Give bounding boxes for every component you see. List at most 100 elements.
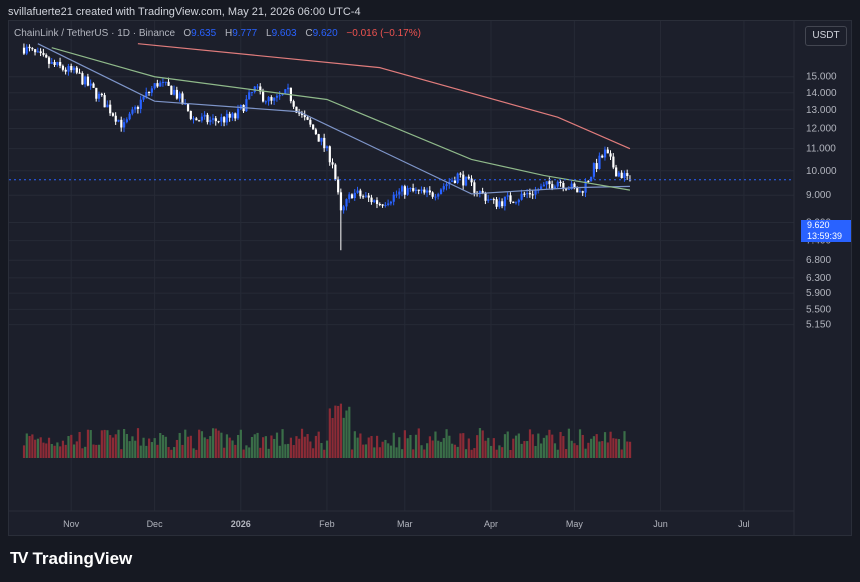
y-tick-label: 6.300 <box>806 273 831 284</box>
volume-bar <box>592 436 596 458</box>
volume-bar <box>523 441 526 458</box>
y-tick-label: 12.000 <box>806 123 837 134</box>
volume-bar <box>378 447 381 458</box>
x-tick-label: 2026 <box>231 519 251 529</box>
candle-body <box>378 203 381 205</box>
candle-body <box>420 189 423 191</box>
candle-body <box>531 194 534 196</box>
volume-bar <box>198 429 201 458</box>
volume-bar <box>289 437 292 458</box>
volume-bar <box>576 445 579 458</box>
candle-body <box>95 87 98 99</box>
candle-body <box>426 190 429 193</box>
candle-body <box>61 65 65 70</box>
volume-bar <box>398 437 401 458</box>
candle-body <box>612 156 615 168</box>
candle-body <box>209 119 212 123</box>
volume-bar <box>478 428 482 458</box>
candle-body <box>595 163 598 169</box>
volume-bar <box>167 447 170 458</box>
volume-bar <box>489 445 493 458</box>
volume-bar <box>264 436 267 458</box>
volume-bar <box>462 433 465 458</box>
volume-bar <box>217 430 220 458</box>
chart-frame[interactable]: 15.000 14.000 13.000 12.000 11.000 10.000 9.00… <box>8 20 852 536</box>
volume-bar <box>225 434 229 458</box>
candle-body <box>353 192 356 199</box>
volume-bar <box>545 435 548 458</box>
volume-bar <box>150 442 153 458</box>
volume-bar <box>567 428 570 458</box>
volume-bar <box>123 429 126 458</box>
volume-bar <box>278 445 281 458</box>
symbol-label[interactable]: ChainLink / TetherUS · 1D · Binance <box>14 28 176 39</box>
candle-body <box>236 108 240 119</box>
volume-bar <box>437 440 440 458</box>
volume-bar <box>364 444 368 458</box>
candle-body <box>387 203 390 205</box>
candle-body <box>484 193 487 201</box>
candle-body <box>325 146 329 149</box>
candle-body <box>148 92 151 94</box>
volume-bar <box>501 447 504 458</box>
volume-bar <box>389 445 393 458</box>
volume-bar <box>36 438 40 458</box>
candle-body <box>350 194 354 199</box>
candle-body <box>551 184 554 189</box>
candle-body <box>373 200 376 203</box>
candle-body <box>334 164 337 180</box>
volume-bar <box>395 447 398 458</box>
candle-body <box>392 194 395 202</box>
candle-body <box>509 195 512 202</box>
volume-bar <box>451 443 454 458</box>
volume-bar <box>551 434 554 458</box>
candle-body <box>506 195 509 197</box>
volume-bar <box>211 428 215 458</box>
volume-bar <box>25 433 28 458</box>
candle-body <box>142 96 145 100</box>
volume-bar <box>381 441 384 458</box>
volume-bar <box>548 429 551 458</box>
volume-bar <box>267 448 270 458</box>
candle-body <box>200 116 204 121</box>
quote-currency-button[interactable]: USDT <box>805 26 847 46</box>
candle-body <box>406 188 409 195</box>
candle-body <box>370 197 373 203</box>
volume-bar <box>448 435 451 458</box>
candle-body <box>303 114 306 118</box>
volume-bar <box>175 439 179 458</box>
candle-body <box>342 206 345 211</box>
volume-bar <box>531 434 534 458</box>
volume-bar <box>512 438 515 458</box>
volume-bar <box>161 435 165 458</box>
volume-bar <box>417 428 420 458</box>
candle-body <box>467 176 470 179</box>
candle-body <box>123 122 126 128</box>
candle-body <box>487 199 490 201</box>
brand-name: TradingView <box>32 549 133 568</box>
candle-body <box>309 119 312 125</box>
volume-bar <box>403 430 406 458</box>
candle-body <box>89 83 92 86</box>
candle-body <box>395 194 398 196</box>
volume-bar <box>537 433 540 458</box>
candle-body <box>111 113 115 116</box>
candle-body <box>517 199 520 203</box>
candle-body <box>592 163 596 177</box>
price-chart[interactable]: 15.000 14.000 13.000 12.000 11.000 10.000 9.00… <box>9 21 852 536</box>
candle-body <box>161 81 165 83</box>
volume-bar <box>223 447 226 458</box>
x-tick-label: Jul <box>738 519 750 529</box>
candle-body <box>259 86 262 92</box>
candle-body <box>573 183 576 188</box>
candle-body <box>512 201 515 203</box>
volume-bar <box>439 441 443 458</box>
volume-bar <box>78 431 81 458</box>
candle-body <box>100 93 103 96</box>
volume-bar <box>170 449 173 458</box>
candle-body <box>464 176 468 186</box>
volume-bar <box>587 442 590 458</box>
candle-body <box>570 183 573 190</box>
volume-bar <box>401 449 404 458</box>
volume-bar <box>156 444 159 458</box>
